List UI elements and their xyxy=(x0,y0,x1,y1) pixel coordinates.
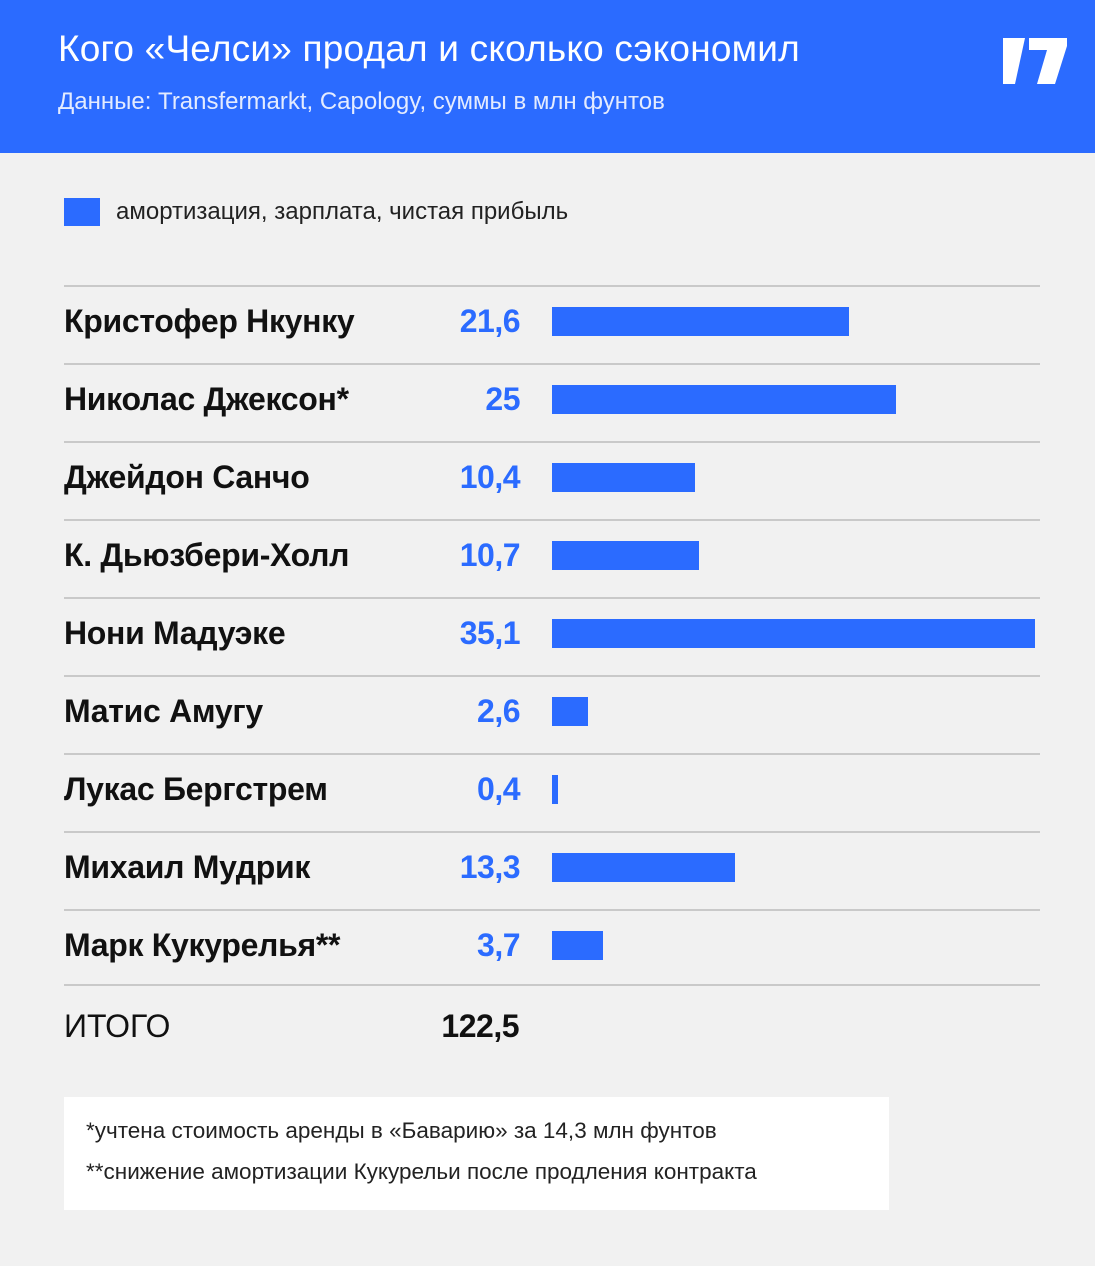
legend: амортизация, зарплата, чистая прибыль xyxy=(64,196,568,228)
category-label: Джейдон Санчо xyxy=(64,459,310,495)
value-label: 25 xyxy=(485,381,520,417)
category-label: Кристофер Нкунку xyxy=(64,303,355,339)
row-divider xyxy=(64,519,1040,521)
total-divider xyxy=(64,984,1040,986)
footnotes-box: *учтена стоимость аренды в «Баварию» за … xyxy=(64,1097,889,1210)
category-label: Николас Джексон* xyxy=(64,381,349,417)
footnote-1: *учтена стоимость аренды в «Баварию» за … xyxy=(86,1118,717,1143)
value-label: 35,1 xyxy=(459,615,521,651)
row-divider xyxy=(64,597,1040,599)
value-label: 10,7 xyxy=(459,537,521,573)
footnote-2: **снижение амортизации Кукурельи после п… xyxy=(86,1159,757,1184)
value-label: 0,4 xyxy=(477,771,520,807)
row-divider xyxy=(64,753,1040,755)
chart-row: Михаил Мудрик 13,3 xyxy=(64,831,1040,909)
value-label: 10,4 xyxy=(459,459,521,495)
bar xyxy=(552,463,695,492)
value-label: 3,7 xyxy=(477,927,520,963)
row-divider xyxy=(64,363,1040,365)
bar xyxy=(552,697,588,726)
publisher-logo-icon xyxy=(1003,38,1067,84)
row-divider xyxy=(64,909,1040,911)
category-label: Нони Мадуэке xyxy=(64,615,286,651)
category-label: Матис Амугу xyxy=(64,693,263,729)
chart-row: Лукас Бергстрем 0,4 xyxy=(64,753,1040,831)
row-divider xyxy=(64,285,1040,287)
category-label: К. Дьюзбери-Холл xyxy=(64,537,350,573)
bar xyxy=(552,541,699,570)
category-label: Марк Кукурелья** xyxy=(64,927,341,963)
row-divider xyxy=(64,831,1040,833)
bar xyxy=(552,931,603,960)
total-label: ИТОГО xyxy=(64,1008,171,1044)
chart-row: К. Дьюзбери-Холл 10,7 xyxy=(64,519,1040,597)
category-label: Лукас Бергстрем xyxy=(64,771,328,807)
legend-label: амортизация, зарплата, чистая прибыль xyxy=(116,198,569,225)
value-label: 13,3 xyxy=(459,849,521,885)
total-value: 122,5 xyxy=(441,1008,519,1044)
value-label: 21,6 xyxy=(459,303,521,339)
chart-row: Марк Кукурелья** 3,7 xyxy=(64,909,1040,987)
chart-row: Матис Амугу 2,6 xyxy=(64,675,1040,753)
chart-row: Кристофер Нкунку 21,6 xyxy=(64,285,1040,363)
row-divider xyxy=(64,675,1040,677)
value-label: 2,6 xyxy=(477,693,520,729)
row-divider xyxy=(64,441,1040,443)
bar xyxy=(552,385,896,414)
chart-title: Кого «Челси» продал и сколько сэкономил xyxy=(58,28,800,69)
legend-swatch xyxy=(64,198,100,226)
chart-subtitle: Данные: Transfermarkt, Capology, суммы в… xyxy=(58,88,665,115)
header: Кого «Челси» продал и сколько сэкономил … xyxy=(0,0,1095,153)
bar xyxy=(552,853,735,882)
chart-row: Джейдон Санчо 10,4 xyxy=(64,441,1040,519)
bar xyxy=(552,775,558,804)
bar xyxy=(552,619,1035,648)
bar xyxy=(552,307,849,336)
chart-row: Николас Джексон* 25 xyxy=(64,363,1040,441)
chart-row: Нони Мадуэке 35,1 xyxy=(64,597,1040,675)
category-label: Михаил Мудрик xyxy=(64,849,311,885)
